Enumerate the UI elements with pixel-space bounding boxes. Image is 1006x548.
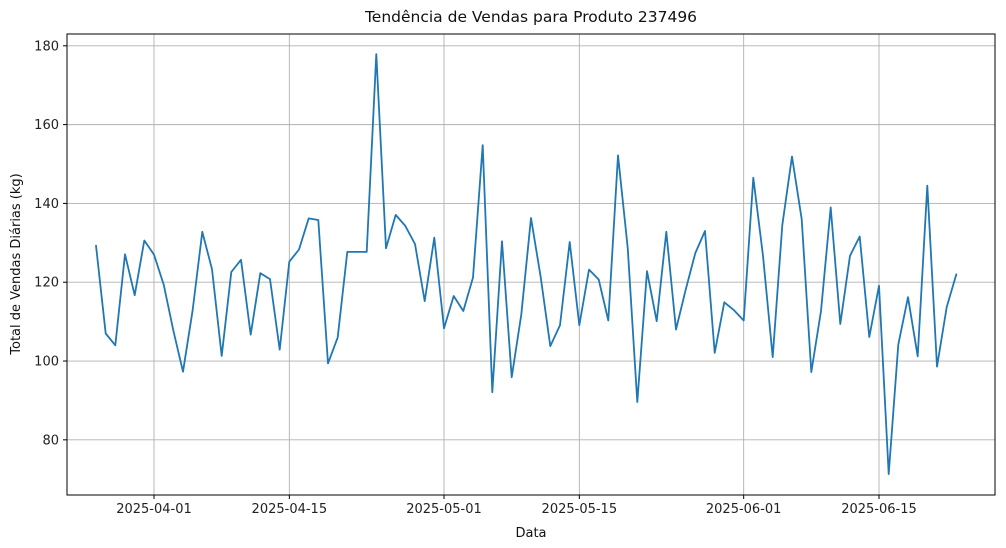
x-tick-label: 2025-06-01 bbox=[706, 502, 782, 517]
y-axis: 80 100 120 140 160 180 bbox=[34, 39, 67, 448]
plot-frame bbox=[66, 33, 996, 496]
x-tick-label: 2025-04-15 bbox=[252, 502, 328, 517]
y-tick-label: 80 bbox=[42, 433, 59, 448]
x-tick-label: 2025-06-15 bbox=[841, 502, 917, 517]
x-tick-label: 2025-05-01 bbox=[406, 502, 482, 517]
x-axis-label: Data bbox=[515, 526, 546, 541]
y-tick-label: 120 bbox=[34, 276, 59, 291]
x-tick-label: 2025-04-01 bbox=[116, 502, 192, 517]
x-axis: 2025-04-01 2025-04-15 2025-05-01 2025-05-15… bbox=[116, 495, 917, 517]
y-tick-label: 160 bbox=[34, 118, 59, 133]
y-axis-label: Total de Vendas Diárias (kg) bbox=[9, 173, 24, 355]
y-tick-label: 180 bbox=[34, 39, 59, 54]
grid-lines bbox=[67, 34, 995, 495]
chart-title: Tendência de Vendas para Produto 237496 bbox=[364, 8, 697, 26]
sales-trend-line bbox=[95, 53, 958, 475]
y-tick-label: 140 bbox=[34, 197, 59, 212]
y-tick-label: 100 bbox=[34, 355, 59, 370]
x-tick-label: 2025-05-15 bbox=[542, 502, 618, 517]
